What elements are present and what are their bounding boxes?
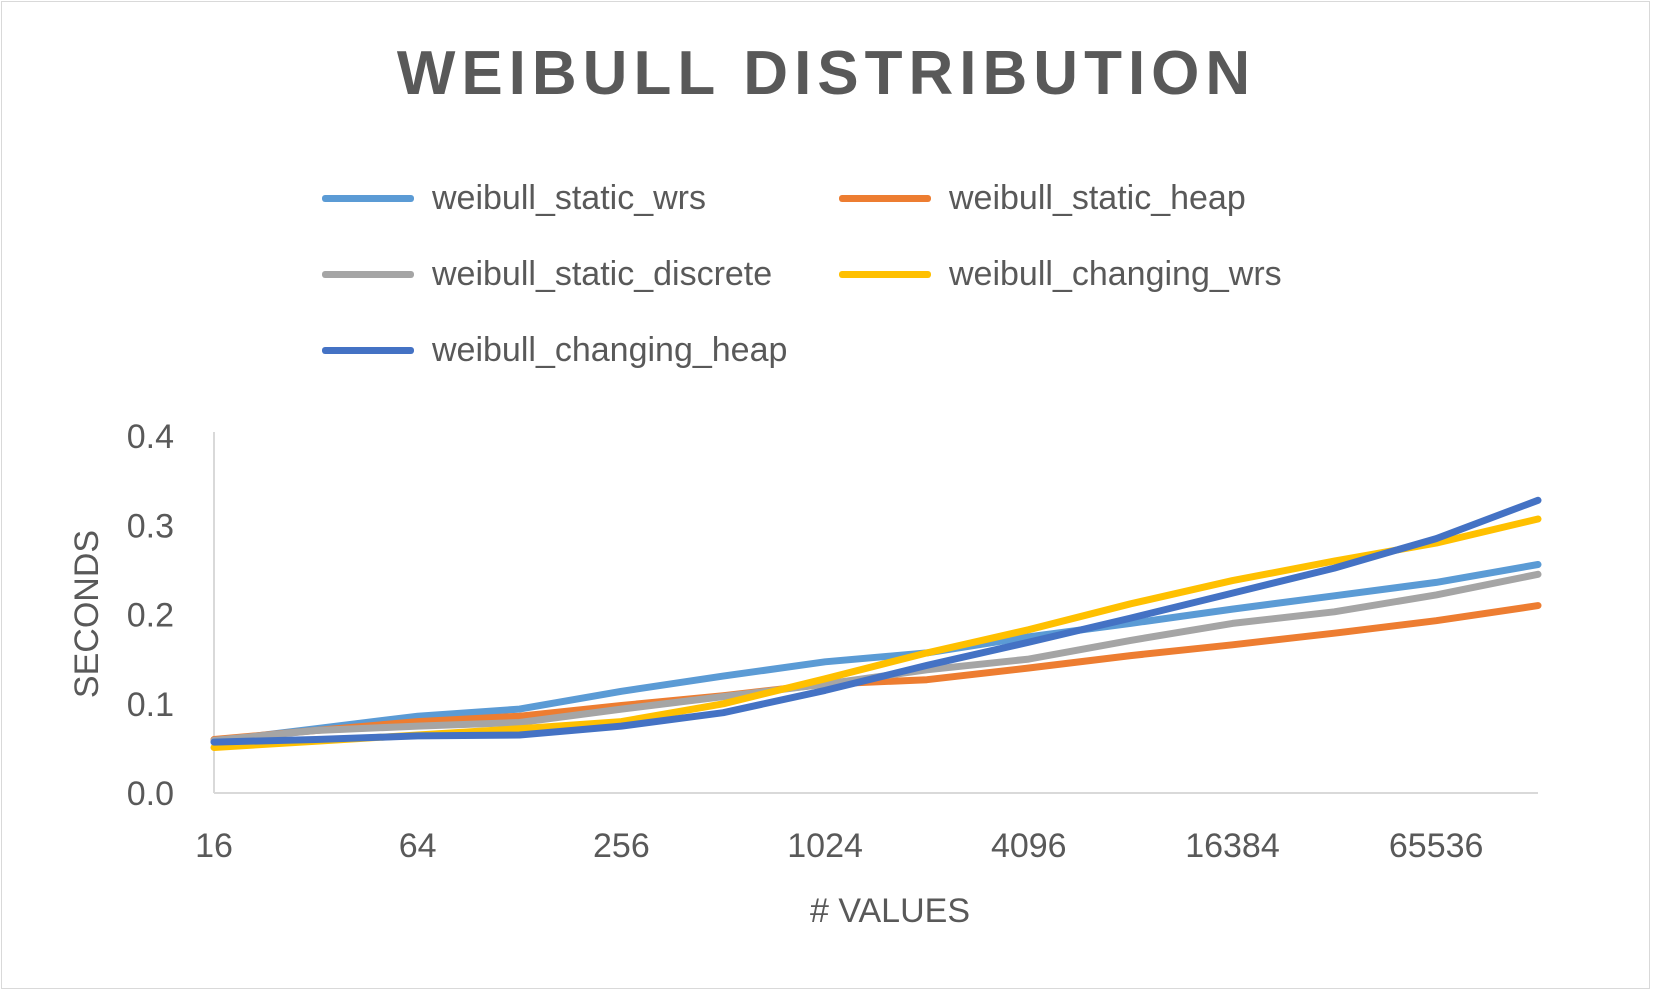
- legend-item-weibull-static-discrete: weibull_static_discrete: [322, 254, 772, 294]
- x-tick-label: 4096: [991, 827, 1067, 865]
- y-axis-title: SECONDS: [68, 530, 106, 698]
- series-line-weibull-static-wrs: [210, 561, 1542, 745]
- legend-label-weibull-static-discrete: weibull_static_discrete: [432, 254, 773, 293]
- legend-swatch-weibull-static-wrs: [322, 194, 414, 202]
- y-tick-label: 0.4: [127, 418, 174, 456]
- x-tick-label: 16384: [1185, 827, 1280, 865]
- legend-item-weibull-changing-wrs: weibull_changing_wrs: [839, 254, 1282, 294]
- x-axis-title: # VALUES: [810, 892, 970, 930]
- x-tick-label: 16: [195, 827, 233, 865]
- legend-item-weibull-static-heap: weibull_static_heap: [839, 178, 1246, 218]
- legend-swatch-weibull-static-heap: [839, 194, 931, 202]
- series-line-weibull-changing-heap: [210, 496, 1542, 746]
- legend-item-weibull-static-wrs: weibull_static_wrs: [322, 178, 706, 218]
- series-line-weibull-static-heap: [210, 602, 1542, 743]
- legend-swatch-weibull-changing-heap: [322, 346, 414, 354]
- legend-item-weibull-changing-heap: weibull_changing_heap: [322, 330, 787, 370]
- x-tick-label: 64: [399, 827, 437, 865]
- x-tick-label: 65536: [1389, 827, 1484, 865]
- legend-swatch-weibull-static-discrete: [322, 270, 414, 278]
- y-tick-label: 0.2: [127, 597, 174, 635]
- series-lines: [210, 496, 1542, 751]
- legend-swatch-weibull-changing-wrs: [839, 270, 931, 278]
- chart-title: WEIBULL DISTRIBUTION: [396, 39, 1257, 108]
- legend-label-weibull-changing-wrs: weibull_changing_wrs: [949, 254, 1282, 293]
- y-tick-label: 0.3: [127, 507, 174, 545]
- x-tick-label: 1024: [787, 827, 863, 865]
- x-tick-label: 256: [593, 827, 650, 865]
- y-tick-label: 0.0: [127, 775, 174, 813]
- legend-label-weibull-changing-heap: weibull_changing_heap: [432, 330, 788, 369]
- axes: 0.0 0.1 0.2 0.3 0.4 16 64 256 1024 4096 16384 65536…: [68, 418, 1538, 930]
- legend-label-weibull-static-heap: weibull_static_heap: [949, 178, 1246, 217]
- legend-label-weibull-static-wrs: weibull_static_wrs: [432, 178, 706, 217]
- y-tick-label: 0.1: [127, 686, 174, 724]
